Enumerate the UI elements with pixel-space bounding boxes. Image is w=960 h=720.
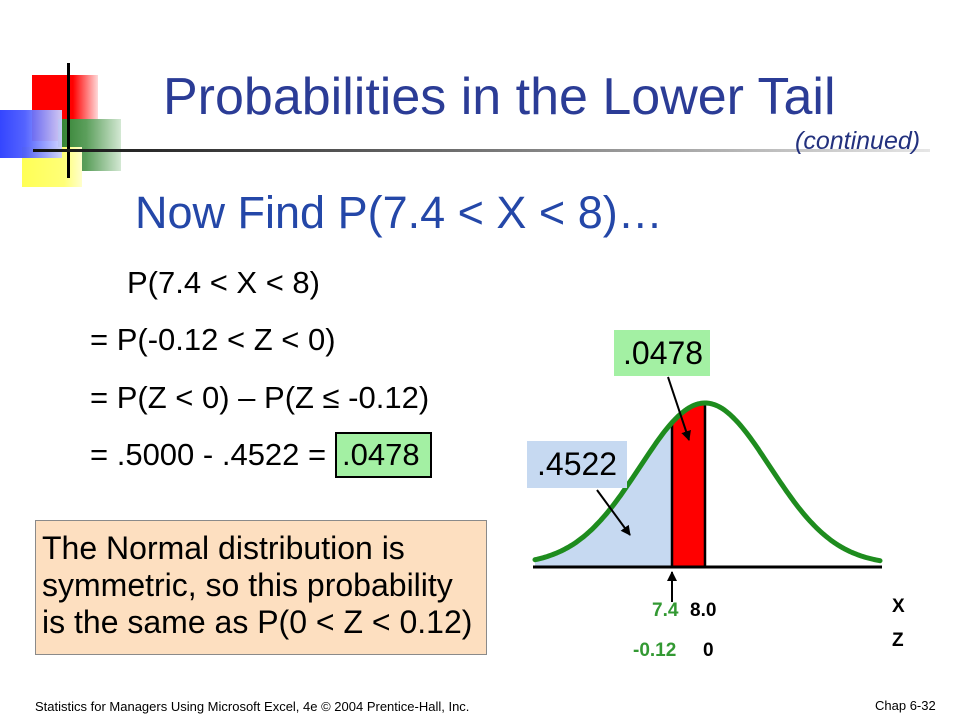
symmetry-note-box: The Normal distribution is symmetric, so… xyxy=(35,520,487,655)
lower-tail-probability-label: .4522 xyxy=(527,441,627,488)
interval-area xyxy=(672,403,705,567)
title-divider xyxy=(33,149,930,152)
x-axis-label: X xyxy=(892,596,905,617)
derivation-step-2: = P(-0.12 < Z < 0) xyxy=(90,322,336,357)
derivation-step-4: = .5000 - .4522 = xyxy=(90,437,327,472)
z-lower-value: -0.12 xyxy=(633,640,677,661)
tail-label-pointer xyxy=(596,489,631,536)
result-value: .0478 xyxy=(342,437,420,472)
note-line: is the same as P(0 < Z < 0.12) xyxy=(42,604,473,640)
x-lower-value: 7.4 xyxy=(652,600,679,621)
derivation-step-3: = P(Z < 0) – P(Z ≤ -0.12) xyxy=(90,380,430,415)
z-upper-value: 0 xyxy=(703,640,714,661)
logo-vertical-line xyxy=(67,63,70,178)
interval-label-pointer xyxy=(667,376,691,441)
problem-heading: Now Find P(7.4 < X < 8)… xyxy=(135,187,663,238)
x-upper-value: 8.0 xyxy=(690,600,717,621)
footer-source: Statistics for Managers Using Microsoft … xyxy=(35,699,470,714)
continued-note: (continued) xyxy=(795,127,921,155)
result-highlight-box: .0478 xyxy=(335,432,432,478)
interval-probability-label: .0478 xyxy=(614,330,710,376)
note-line: symmetric, so this probability xyxy=(42,567,453,603)
note-line: The Normal distribution is xyxy=(42,530,405,566)
footer-page-number: Chap 6-32 xyxy=(875,698,936,713)
slide-title: Probabilities in the Lower Tail xyxy=(163,68,836,126)
derivation-step-1: P(7.4 < X < 8) xyxy=(127,265,320,300)
z-axis-label: Z xyxy=(892,630,904,651)
